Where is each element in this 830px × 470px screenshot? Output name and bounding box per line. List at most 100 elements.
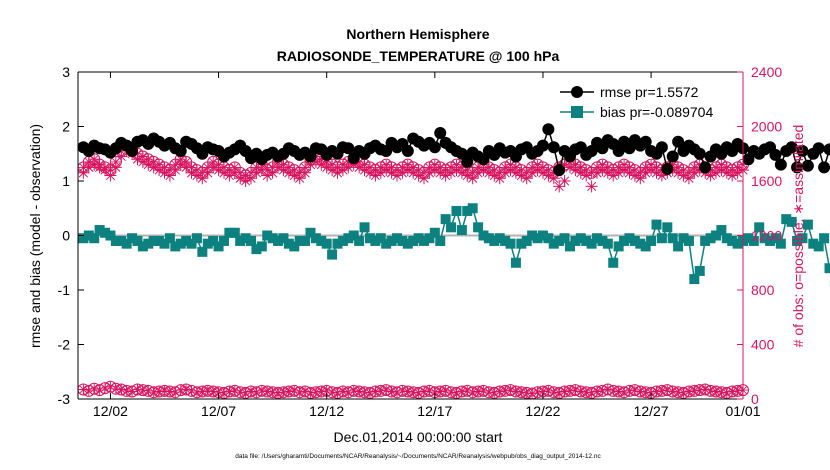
y-right-tick-label: 1200 [751,228,782,244]
bias-point [473,222,484,233]
y-left-tick-label: -1 [58,282,71,298]
obs-assimilated-point [104,169,117,182]
bias-point [667,233,678,244]
obs-assimilated-point [223,169,236,182]
obs-assimilated-point [396,166,409,179]
bias-point [262,230,273,241]
bias-point [489,235,500,246]
bias-point [419,235,430,246]
bias-point [305,227,316,238]
legend: rmse pr=1.5572 bias pr=-0.089704 [553,78,739,123]
obs-assimilated-point [499,166,512,179]
obs-assimilated-point [169,164,182,177]
obs-assimilated-point [547,172,560,185]
obs-assimilated-point [218,166,230,179]
y-right-tick-label: 2400 [751,64,782,80]
obs-assimilated-point [412,169,425,182]
obs-assimilated-point [109,161,122,174]
rmse-point [174,145,187,158]
rmse-point [126,145,139,158]
obs-assimilated-point [439,169,452,182]
bias-point [797,233,808,244]
bias-point [532,233,543,244]
bias-point [94,225,105,236]
obs-assimilated-point [228,166,241,179]
bias-point [246,235,257,246]
bias-point [143,238,154,249]
obs-assimilated-point [493,172,506,185]
rmse-point [818,161,830,174]
bias-point [564,241,575,252]
obs-assimilated-point [482,166,495,179]
obs-assimilated-point [569,164,582,177]
bias-point [808,238,819,249]
obs-assimilated-point [731,166,744,179]
rmse-point [655,141,668,154]
obs-assimilated-point [331,166,344,179]
bias-point [516,238,527,249]
bias-point [592,233,603,244]
bias-point [662,222,673,233]
obs-assimilated-point [466,172,479,185]
obs-assimilated-point [445,166,457,179]
bias-point [213,241,224,252]
bias-point [300,235,311,246]
x-tick-label: 12/02 [93,403,128,419]
rmse-point [536,139,549,152]
obs-assimilated-point [601,166,614,179]
obs-assimilated-point [315,158,328,171]
obs-assimilated-point [261,169,274,182]
legend-bias-label: bias pr=-0.089704 [600,104,713,120]
bias-point [273,235,284,246]
rmse-point [666,150,679,163]
obs-assimilated-point [364,166,376,179]
chart-title: Northern Hemisphere [346,26,489,42]
bias-point [559,233,570,244]
obs-assimilated-point [553,180,566,193]
bias-point [402,238,413,249]
y-right-tick-label: 400 [751,337,775,353]
rmse-point [774,158,787,171]
bias-point [775,238,786,249]
bias-point [391,233,402,244]
obs-assimilated-point [520,172,533,185]
obs-assimilated-point [207,161,220,174]
obs-assimilated-point [434,166,447,179]
bias-point [127,233,138,244]
bias-point [354,235,365,246]
obs-assimilated-point [628,169,641,182]
bias-point [132,235,143,246]
obs-assimilated-point [272,161,284,174]
bias-point [602,238,613,249]
bias-point [283,238,294,249]
obs-assimilated-point [455,166,468,179]
y-right-tick-label: 800 [751,282,775,298]
bias-point [656,233,667,244]
obs-assimilated-point [142,158,155,171]
rmse-point [542,123,555,136]
rmse-point [661,163,674,176]
bias-point [154,235,165,246]
bias-point [456,225,467,236]
bias-point [240,233,251,244]
bias-point [510,257,521,268]
obs-assimilated-point [704,169,717,182]
obs-assimilated-point [428,164,441,177]
rmse-point [699,161,712,174]
bias-point [186,238,197,249]
obs-assimilated-point [326,164,339,177]
obs-assimilated-point [531,164,544,177]
bias-point [348,230,359,241]
obs-assimilated-point [342,161,355,174]
obs-assimilated-point [309,155,322,168]
y-left-tick-label: 3 [62,64,70,80]
bias-point [100,227,111,238]
bias-point [500,235,511,246]
x-tick-label: 12/27 [634,403,669,419]
obs-assimilated-point [650,166,663,179]
obs-assimilated-point [391,169,403,182]
obs-assimilated-point [234,172,247,185]
obs-assimilated-point [293,172,306,185]
obs-assimilated-point [515,169,528,182]
bias-point [451,205,462,216]
